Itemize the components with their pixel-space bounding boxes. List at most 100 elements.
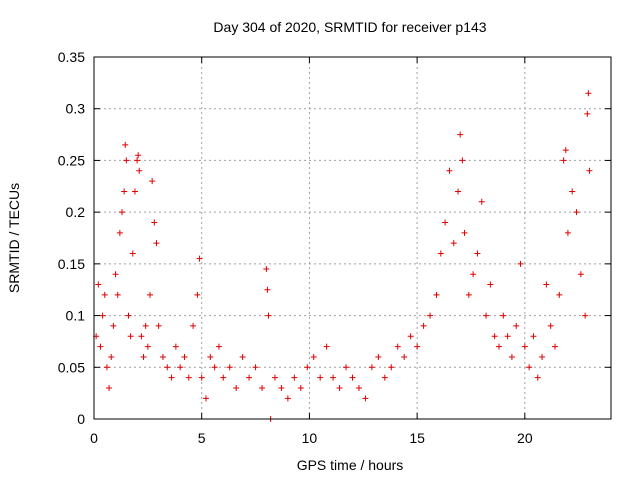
data-point [103, 364, 110, 371]
data-point [330, 374, 337, 381]
data-point [534, 374, 541, 381]
data-point [401, 353, 408, 360]
data-point [526, 364, 533, 371]
data-point [177, 364, 184, 371]
data-point [101, 291, 108, 298]
data-point [215, 343, 222, 350]
data-point [394, 343, 401, 350]
data-point [362, 395, 369, 402]
data-point [271, 374, 278, 381]
data-point [239, 353, 246, 360]
data-point [336, 384, 343, 391]
y-tick-label: 0.1 [66, 308, 86, 324]
data-point [388, 364, 395, 371]
data-point [159, 353, 166, 360]
data-point [153, 240, 160, 247]
data-point [297, 384, 304, 391]
data-point [517, 260, 524, 267]
data-point [304, 364, 311, 371]
data-point [147, 291, 154, 298]
data-point [164, 364, 171, 371]
data-point [252, 364, 259, 371]
data-point [427, 312, 434, 319]
data-point [530, 333, 537, 340]
data-point [108, 353, 115, 360]
data-point [504, 333, 511, 340]
data-point [125, 312, 132, 319]
data-point [343, 364, 350, 371]
data-point [264, 286, 271, 293]
data-point [582, 312, 589, 319]
data-point [291, 374, 298, 381]
data-points [93, 90, 593, 422]
y-tick-label: 0.15 [58, 256, 85, 272]
data-point [478, 198, 485, 205]
data-point [135, 152, 142, 159]
x-tick-label: 15 [409, 430, 425, 446]
data-point [461, 229, 468, 236]
data-point [368, 364, 375, 371]
data-point [278, 384, 285, 391]
data-point [491, 333, 498, 340]
data-point [569, 188, 576, 195]
y-tick-label: 0 [77, 411, 85, 427]
data-point [457, 131, 464, 138]
data-point [487, 281, 494, 288]
data-point [127, 333, 134, 340]
plot-frame [93, 56, 612, 420]
data-point [181, 353, 188, 360]
data-point [149, 178, 156, 185]
x-tick-label: 10 [302, 430, 318, 446]
data-point [155, 322, 162, 329]
data-point [381, 374, 388, 381]
data-point [437, 250, 444, 257]
data-point [259, 384, 266, 391]
data-point [310, 353, 317, 360]
data-point [110, 322, 117, 329]
data-point [465, 291, 472, 298]
data-point [131, 188, 138, 195]
data-point [407, 333, 414, 340]
data-point [95, 281, 102, 288]
y-tick-label: 0.05 [58, 359, 85, 375]
y-tick-label: 0.35 [58, 49, 85, 65]
data-point [433, 291, 440, 298]
data-point [140, 353, 147, 360]
data-point [172, 343, 179, 350]
data-point [414, 343, 421, 350]
data-point [198, 374, 205, 381]
data-point [470, 271, 477, 278]
data-point [500, 312, 507, 319]
data-point [450, 240, 457, 247]
data-point [459, 157, 466, 164]
data-point [112, 271, 119, 278]
data-point [99, 312, 106, 319]
data-point [220, 374, 227, 381]
data-point [134, 157, 141, 164]
data-point [144, 343, 151, 350]
data-point [97, 343, 104, 350]
data-point [513, 322, 520, 329]
data-point [539, 353, 546, 360]
data-point [317, 374, 324, 381]
data-point [106, 384, 113, 391]
data-point [121, 188, 128, 195]
data-point [246, 374, 253, 381]
data-point [564, 229, 571, 236]
data-point [547, 322, 554, 329]
data-point [543, 281, 550, 288]
tick-labels: 0 5 10 15 20 0 0.05 0.1 0.15 0.2 0.25 0.3 0.35 [58, 49, 533, 446]
data-point [226, 364, 233, 371]
data-point [119, 209, 126, 216]
data-point [474, 250, 481, 257]
data-point [521, 343, 528, 350]
data-point [207, 353, 214, 360]
data-point [573, 209, 580, 216]
data-point [129, 250, 136, 257]
data-point [349, 374, 356, 381]
chart-title: Day 304 of 2020, SRMTID for receiver p14… [213, 19, 486, 35]
data-point [168, 374, 175, 381]
x-tick-label: 20 [517, 430, 533, 446]
data-point [551, 343, 558, 350]
data-point [185, 374, 192, 381]
